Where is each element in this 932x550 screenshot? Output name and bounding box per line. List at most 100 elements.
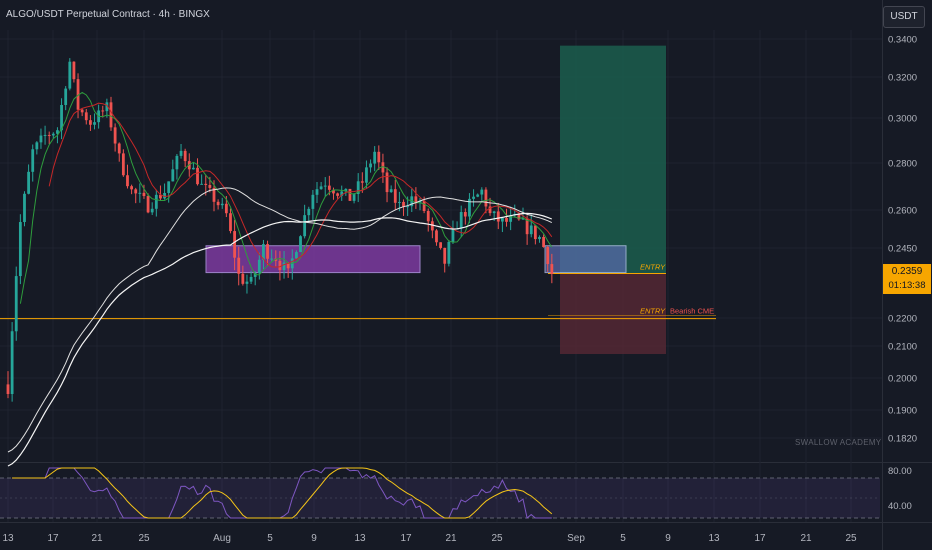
ma-medium-line [48,102,553,268]
candle-body [377,151,381,163]
candle-body [529,225,533,235]
candle-body [505,218,508,222]
candle-body [196,167,199,185]
candle-body [430,221,434,231]
candle-body [278,260,282,271]
time-tick-label: 21 [445,533,457,544]
loss-zone [560,273,666,354]
candle-body [406,206,410,208]
candle-body [270,258,274,260]
candle-body [159,194,162,199]
candle-body [233,231,236,258]
candle-body [426,211,430,222]
candle-body [538,236,541,240]
candle-body [117,143,121,154]
candle-body [43,134,47,136]
candle-body [360,181,364,183]
candle-body [550,264,554,275]
candle-body [459,212,463,229]
candle-body [443,247,447,264]
candle-body [340,191,344,196]
candle-body [80,109,84,113]
time-tick-label: 13 [708,533,720,544]
candle-body [14,276,18,332]
candle-body [150,208,154,213]
candle-body [18,222,22,277]
candle-body [533,225,537,240]
candle-body [47,134,51,136]
candle-body [51,133,55,136]
candle-body [484,189,488,207]
time-tick-label: 25 [845,533,857,544]
candle-body [142,192,146,197]
time-tick-label: 25 [138,533,150,544]
bearish-cme-label: Bearish CME [670,307,714,316]
candles [6,58,554,402]
time-tick-label: 5 [620,533,626,544]
candle-body [27,171,30,194]
candle-body [6,384,10,394]
candle-body [200,183,204,185]
candle-body [274,258,278,261]
candle-body [167,181,171,193]
candle-body [323,185,327,187]
candle-body [187,161,191,170]
time-tick-label: 17 [754,533,766,544]
candle-body [249,276,253,282]
candle-body [282,262,286,271]
rsi-ma-line [12,467,553,519]
candle-body [64,88,68,105]
time-tick-label: 17 [47,533,59,544]
candle-body [348,188,352,201]
candle-body [10,331,14,394]
price-tick-label: 0.3200 [888,73,917,84]
candle-body [315,189,319,195]
ma-slow-line [7,187,553,453]
entry-label-2: ENTRY [640,307,666,316]
price-tick-label: 0.2800 [888,159,917,170]
last-price-tag: 0.2359 01:13:38 [883,264,931,294]
candle-body [146,196,150,213]
candle-body [365,167,368,183]
candle-body [373,151,377,164]
price-tick-label: 0.2200 [888,314,917,325]
time-tick-label: 5 [267,533,273,544]
price-tick-label: 0.2600 [888,206,917,217]
ma-fast-line [19,91,553,304]
candle-body [208,185,212,188]
candle-body [138,192,142,194]
candle-body [204,183,208,186]
candle-body [229,213,232,232]
candle-body [113,127,117,144]
chart-title: ALGO/USDT Perpetual Contract · 4h · BING… [6,9,210,20]
support-zone-projection [544,245,627,274]
profit-zone [560,45,666,274]
candle-body [410,196,414,207]
candle-body [525,218,529,235]
candle-body [468,198,471,217]
candle-body [93,122,96,125]
candle-body [163,192,166,199]
candle-body [183,150,187,162]
currency-button[interactable]: USDT [883,6,925,28]
candle-body [35,142,39,150]
candle-body [89,120,92,125]
candle-body [76,79,80,110]
rsi-tick-label: 80.00 [888,466,912,477]
support-zone [205,245,421,274]
time-tick-label: 21 [91,533,103,544]
candle-body [517,213,521,220]
candle-body [101,110,105,112]
candle-body [332,189,335,194]
candle-body [126,175,129,187]
bar-countdown: 01:13:38 [888,280,926,291]
price-tick-label: 0.2000 [888,374,917,385]
candle-body [398,201,401,203]
candle-body [295,252,298,259]
candle-body [492,211,496,214]
candle-body [286,262,290,269]
price-tick-label: 0.2450 [888,244,917,255]
candle-body [299,236,302,253]
